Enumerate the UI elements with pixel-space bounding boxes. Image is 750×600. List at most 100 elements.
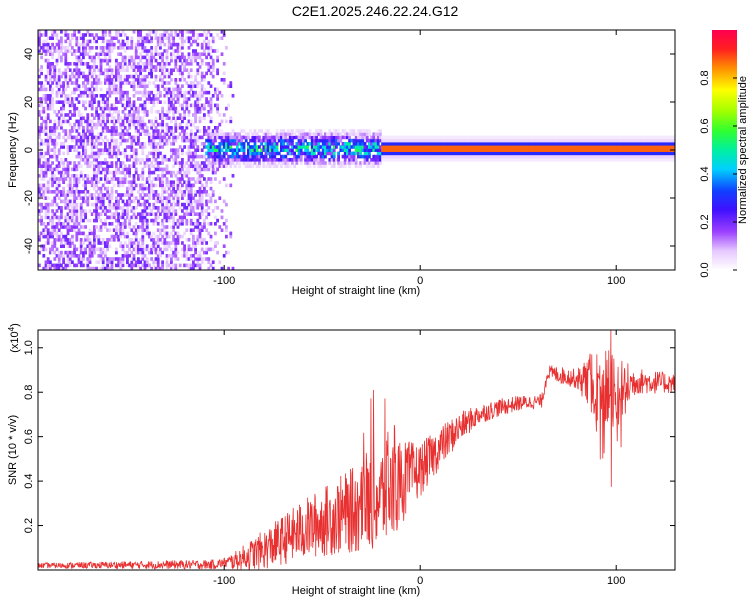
heatmap-cell	[57, 116, 61, 120]
heatmap-cell	[447, 151, 450, 156]
heatmap-cell	[172, 263, 175, 268]
heatmap-cell	[44, 174, 48, 178]
heatmap-cell	[218, 135, 222, 140]
heatmap-cell	[192, 209, 195, 213]
heatmap-cell	[205, 167, 208, 172]
heatmap-cell	[119, 180, 123, 184]
heatmap-cell	[183, 247, 186, 252]
heatmap-cell	[90, 106, 94, 111]
heatmap-cell	[229, 119, 233, 124]
heatmap-cell	[616, 142, 620, 146]
heatmap-cell	[469, 148, 472, 152]
heatmap-cell	[123, 180, 127, 184]
heatmap-cell	[192, 183, 195, 188]
heatmap-cell	[68, 218, 72, 223]
heatmap-cell	[40, 193, 43, 197]
heatmap-cell	[97, 151, 101, 156]
heatmap-cell	[143, 100, 147, 104]
heatmap-cell	[110, 78, 114, 82]
heatmap-cell	[194, 199, 197, 204]
heatmap-cell	[548, 151, 552, 156]
heatmap-cell	[126, 250, 129, 255]
heatmap-cell	[189, 199, 193, 204]
heatmap-cell	[491, 135, 494, 140]
heatmap-cell	[255, 132, 259, 136]
heatmap-cell	[599, 142, 602, 146]
heatmap-cell	[172, 116, 175, 120]
heatmap-cell	[409, 154, 413, 159]
heatmap-cell	[181, 119, 184, 124]
heatmap-cell	[161, 55, 164, 60]
heatmap-cell	[139, 266, 142, 270]
heatmap-cell	[93, 39, 96, 44]
heatmap-cell	[310, 142, 314, 146]
heatmap-cell	[563, 135, 567, 140]
heatmap-cell	[79, 42, 83, 47]
heatmap-cell	[93, 238, 96, 242]
heatmap-cell	[130, 142, 134, 146]
heatmap-cell	[194, 222, 197, 226]
heatmap-cell	[110, 49, 114, 53]
heatmap-cell	[60, 46, 63, 50]
heatmap-cell	[84, 100, 87, 104]
heatmap-cell	[583, 154, 587, 159]
heatmap-cell	[170, 94, 173, 98]
heatmap-cell	[359, 161, 362, 165]
heatmap-cell	[445, 151, 448, 156]
heatmap-cell	[53, 78, 57, 82]
heatmap-cell	[339, 138, 343, 143]
heatmap-cell	[174, 30, 178, 34]
heatmap-cell	[141, 222, 145, 226]
heatmap-cell	[79, 142, 83, 146]
heatmap-cell	[115, 78, 118, 82]
heatmap-cell	[46, 94, 50, 98]
heatmap-cell	[141, 46, 145, 50]
heatmap-cell	[348, 151, 351, 156]
heatmap-cell	[132, 199, 136, 204]
heatmap-cell	[218, 164, 222, 168]
heatmap-cell	[90, 71, 94, 76]
heatmap-cell	[203, 30, 206, 34]
heatmap-cell	[117, 30, 120, 34]
heatmap-cell	[172, 135, 175, 140]
heatmap-cell	[60, 206, 63, 210]
heatmap-cell	[55, 263, 59, 268]
heatmap-cell	[196, 145, 200, 149]
heatmap-cell	[504, 158, 508, 162]
heatmap-cell	[222, 81, 226, 85]
heatmap-cell	[132, 241, 136, 245]
heatmap-cell	[612, 151, 615, 156]
heatmap-cell	[530, 148, 534, 152]
heatmap-cell	[40, 164, 43, 168]
heatmap-cell	[115, 164, 118, 168]
heatmap-cell	[84, 250, 87, 255]
heatmap-cell	[115, 199, 118, 204]
heatmap-cell	[126, 100, 129, 104]
heatmap-cell	[143, 209, 147, 213]
heatmap-cell	[112, 206, 116, 210]
heatmap-cell	[181, 116, 184, 120]
heatmap-cell	[95, 135, 98, 140]
heatmap-cell	[57, 110, 61, 114]
heatmap-cell	[150, 135, 153, 140]
heatmap-cell	[533, 151, 536, 156]
heatmap-cell	[352, 154, 356, 159]
heatmap-cell	[132, 84, 136, 88]
heatmap-cell	[200, 228, 204, 232]
heatmap-cell	[128, 225, 131, 229]
heatmap-cell	[416, 158, 420, 162]
heatmap-cell	[548, 135, 552, 140]
heatmap-cell	[585, 145, 589, 149]
heatmap-cell	[145, 110, 149, 114]
heatmap-cell	[337, 132, 340, 136]
heatmap-cell	[489, 154, 492, 159]
heatmap-cell	[214, 241, 217, 245]
heatmap-cell	[49, 52, 52, 56]
heatmap-cell	[181, 36, 184, 40]
heatmap-cell	[280, 161, 283, 165]
heatmap-cell	[574, 158, 578, 162]
heatmap-cell	[282, 161, 285, 165]
heatmap-cell	[82, 39, 85, 44]
heatmap-cell	[170, 257, 173, 261]
heatmap-cell	[170, 78, 173, 82]
